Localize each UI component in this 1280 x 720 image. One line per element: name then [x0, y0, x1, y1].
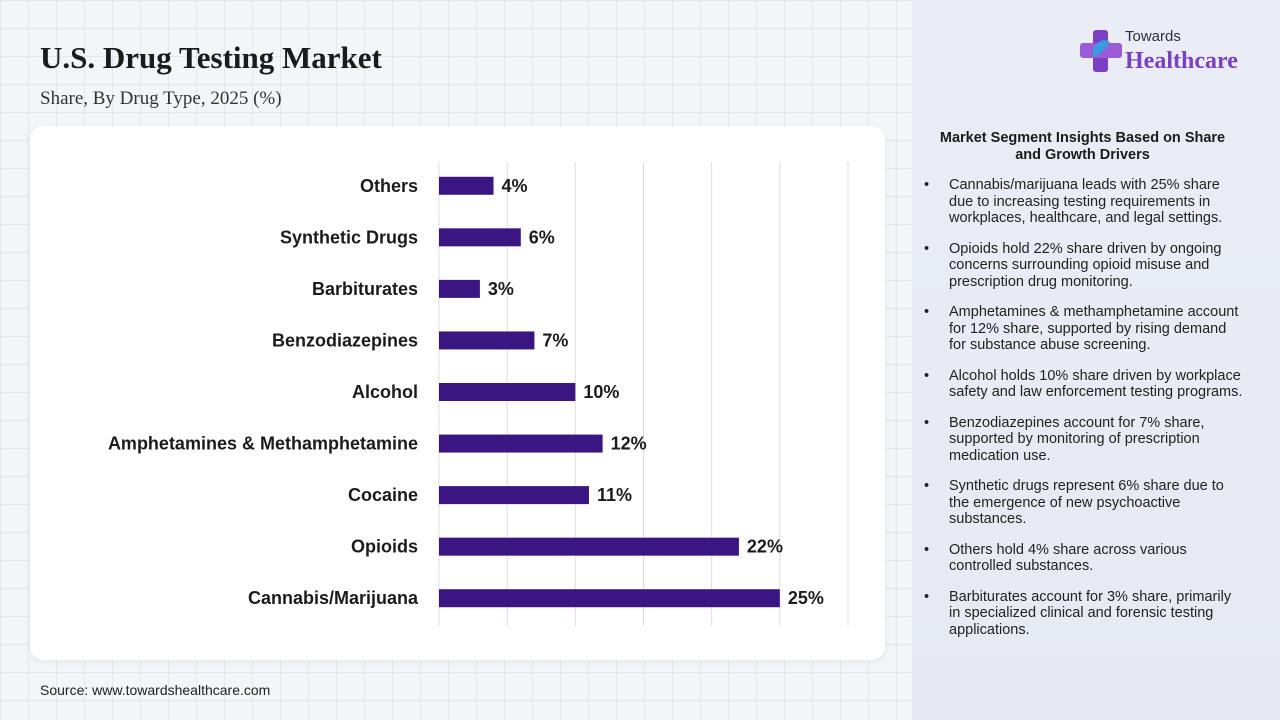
insights-list: • Cannabis/marijuana leads with 25% share…: [924, 177, 1244, 652]
bar: [439, 331, 535, 350]
data-label: 7%: [542, 330, 568, 350]
data-label: 12%: [611, 434, 647, 454]
bar: [439, 383, 576, 401]
chart-title: U.S. Drug Testing Market: [40, 40, 382, 75]
insight-text: Amphetamines & methamphetamine account f…: [949, 304, 1239, 353]
insight-text: Synthetic drugs represent 6% share due t…: [949, 478, 1224, 527]
insight-text: Benzodiazepines account for 7% share, su…: [949, 414, 1205, 464]
insight-item: • Opioids hold 22% share driven by ongoin…: [924, 241, 1244, 291]
chart-subtitle: Share, By Drug Type, 2025 (%): [40, 88, 282, 109]
logo: Towards Healthcare: [1080, 26, 1260, 78]
bullet-icon: •: [924, 304, 930, 320]
category-label: Barbiturates: [312, 279, 418, 299]
insight-item: • Synthetic drugs represent 6% share due …: [924, 478, 1244, 528]
insight-text: Alcohol holds 10% share driven by workpl…: [949, 367, 1243, 401]
bar: [439, 537, 739, 556]
insight-item: • Benzodiazepines account for 7% share, s…: [924, 415, 1244, 465]
source-note: Source: www.towardshealthcare.com: [40, 682, 271, 698]
data-label: 10%: [583, 382, 619, 402]
data-label: 11%: [597, 485, 632, 505]
bullet-icon: •: [924, 367, 930, 384]
bar: [439, 228, 521, 247]
bar: [439, 176, 494, 195]
logo-text-healthcare: Healthcare: [1125, 48, 1238, 74]
bar: [439, 589, 780, 608]
bullet-icon: •: [924, 541, 930, 558]
bar: [439, 486, 589, 505]
bullet-icon: •: [924, 588, 930, 605]
category-label: Cocaine: [348, 485, 418, 505]
data-label: 22%: [747, 537, 783, 557]
category-label: Others: [360, 176, 418, 196]
logo-text-towards: Towards: [1125, 28, 1181, 45]
category-label: Synthetic Drugs: [280, 227, 418, 247]
insight-text: Cannabis/marijuana leads with 25% share …: [949, 177, 1223, 226]
category-label: Amphetamines & Methamphetamine: [108, 434, 418, 454]
insight-item: • Others hold 4% share across various con…: [924, 542, 1244, 575]
insight-text: Others hold 4% share across various cont…: [949, 541, 1187, 575]
bar: [439, 434, 603, 453]
chart-card: Others 4% Synthetic Drugs 6% Barbiturates 3% B…: [30, 126, 885, 660]
category-label: Benzodiazepines: [272, 330, 418, 350]
insight-item: • Barbiturates account for 3% share, prim…: [924, 589, 1244, 639]
insights-panel-background: [912, 0, 1280, 720]
data-label: 6%: [529, 227, 555, 247]
bar-chart: Others 4% Synthetic Drugs 6% Barbiturates 3% B…: [108, 162, 849, 626]
category-label: Alcohol: [352, 382, 418, 402]
insight-text: Barbiturates account for 3% share, prima…: [949, 588, 1232, 638]
insight-item: • Amphetamines & methamphetamine account …: [924, 304, 1244, 354]
data-label: 3%: [488, 279, 514, 299]
insight-item: • Alcohol holds 10% share driven by workp…: [924, 368, 1244, 401]
bullet-icon: •: [924, 177, 930, 193]
bullet-icon: •: [924, 240, 930, 257]
insights-title: Market Segment Insights Based on Share a…: [939, 130, 1226, 163]
data-label: 4%: [502, 176, 528, 196]
bullet-icon: •: [924, 478, 930, 494]
data-label: 25%: [788, 588, 824, 608]
bullet-icon: •: [924, 414, 930, 431]
category-label: Cannabis/Marijuana: [248, 588, 419, 608]
insight-text: Opioids hold 22% share driven by ongoing…: [949, 240, 1222, 290]
bar: [439, 279, 480, 298]
medical-cross-icon: [1080, 30, 1122, 72]
category-label: Opioids: [351, 537, 418, 557]
insight-item: • Cannabis/marijuana leads with 25% share…: [924, 177, 1244, 227]
